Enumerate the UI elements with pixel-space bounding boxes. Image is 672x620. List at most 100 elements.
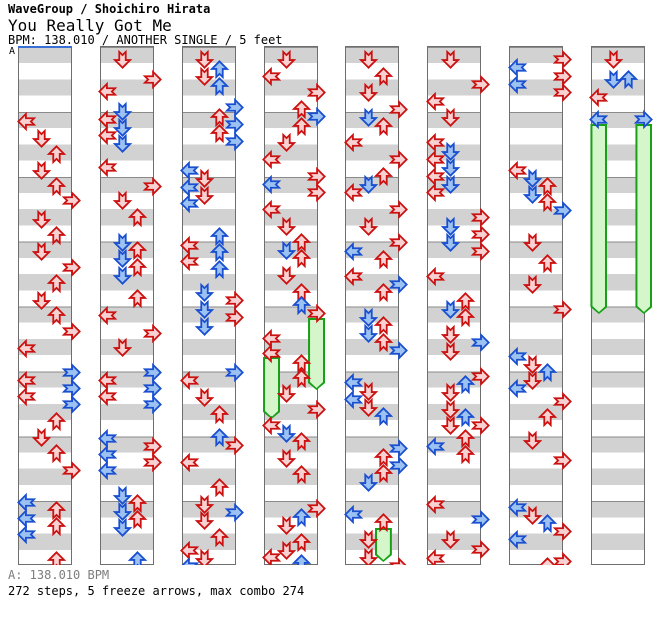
- arrow-up-icon: [209, 242, 230, 262]
- arrow-right-icon: [306, 106, 326, 126]
- arrow-down-icon: [113, 337, 133, 357]
- arrow-down-icon: [276, 540, 297, 560]
- chart-column-3: [172, 46, 247, 565]
- arrow-left-icon: [589, 109, 609, 129]
- arrow-left-icon: [425, 166, 446, 186]
- arrow-right-icon: [470, 207, 490, 227]
- arrow-down-icon: [522, 274, 542, 294]
- arrow-right-icon: [143, 452, 163, 472]
- arrow-left-icon: [262, 328, 282, 348]
- arrow-up-icon: [209, 123, 230, 143]
- chart-column-2: [90, 46, 165, 565]
- arrow-left-icon: [180, 452, 200, 472]
- arrow-up-icon: [46, 144, 66, 164]
- arrow-down-icon: [440, 341, 461, 361]
- arrow-right-icon: [634, 109, 654, 129]
- arrow-right-icon: [143, 378, 163, 398]
- arrow-right-icon: [143, 69, 163, 89]
- arrow-up-icon: [538, 556, 556, 565]
- arrow-left-icon: [16, 111, 36, 131]
- freeze-bar: [308, 318, 325, 390]
- freeze-bar-body: [310, 320, 323, 388]
- arrow-up-icon: [46, 273, 66, 293]
- arrow-down-icon: [194, 316, 215, 336]
- arrow-left-icon: [98, 109, 118, 129]
- arrow-right-icon: [470, 241, 490, 261]
- arrow-up-icon: [46, 176, 66, 196]
- arrow-left-icon: [343, 132, 364, 152]
- arrow-down-icon: [276, 515, 297, 535]
- arrow-down-icon: [440, 299, 461, 319]
- arrow-left-icon: [180, 235, 200, 255]
- arrow-up-icon: [46, 516, 66, 536]
- arrow-left-icon: [507, 529, 527, 549]
- chart-column-7: [499, 46, 574, 565]
- arrow-left-icon: [425, 266, 446, 286]
- arrow-up-icon: [291, 507, 312, 527]
- arrow-right-icon: [306, 82, 326, 102]
- arrow-down-icon: [194, 387, 215, 407]
- footer-bpm-line: A: 138.010 BPM: [8, 568, 110, 582]
- arrow-down-icon: [194, 49, 215, 69]
- arrow-up-icon: [128, 207, 148, 227]
- arrow-down-icon: [522, 232, 542, 252]
- arrow-down-icon: [113, 133, 133, 153]
- arrow-up-icon: [291, 116, 312, 136]
- arrow-right-icon: [388, 438, 408, 458]
- arrow-left-icon: [180, 193, 200, 213]
- arrow-right-icon: [552, 521, 572, 541]
- arrow-down-icon: [522, 184, 542, 204]
- arrow-right-icon: [61, 362, 81, 382]
- arrow-up-icon: [46, 225, 66, 245]
- arrow-left-icon: [343, 241, 364, 261]
- arrow-up-icon: [128, 493, 148, 513]
- arrow-down-icon: [358, 49, 379, 69]
- arrow-left-icon: [425, 548, 446, 565]
- bpm-difficulty-line: BPM: 138.010 / ANOTHER SINGLE / 5 feet: [8, 33, 283, 47]
- arrow-right-icon: [470, 332, 490, 352]
- arrow-right-icon: [61, 190, 81, 210]
- arrow-down-icon: [276, 423, 297, 443]
- arrow-left-icon: [425, 436, 446, 456]
- arrow-left-icon: [180, 370, 200, 390]
- arrow-up-icon: [291, 368, 312, 388]
- arrow-right-icon: [552, 391, 572, 411]
- arrow-right-icon: [143, 323, 163, 343]
- arrow-left-icon: [180, 540, 200, 560]
- arrow-right-icon: [224, 114, 245, 134]
- arrow-down-icon: [31, 427, 51, 447]
- arrow-down-icon: [358, 82, 379, 102]
- arrow-left-icon: [507, 57, 527, 77]
- arrow-up-icon: [537, 362, 557, 382]
- arrow-up-icon: [209, 226, 230, 246]
- arrow-up-icon: [291, 99, 312, 119]
- arrow-right-icon: [552, 200, 572, 220]
- arrow-down-icon: [358, 107, 379, 127]
- arrow-up-icon: [373, 447, 394, 467]
- arrow-left-icon: [507, 497, 527, 517]
- arrow-right-icon: [470, 366, 490, 386]
- arrow-left-icon: [425, 91, 446, 111]
- arrow-right-icon: [224, 362, 245, 382]
- arrow-left-icon: [262, 149, 282, 169]
- arrow-up-icon: [373, 406, 394, 426]
- arrow-right-icon: [306, 166, 326, 186]
- arrow-down-icon: [194, 510, 215, 530]
- arrow-left-icon: [98, 386, 118, 406]
- arrow-right-icon: [388, 274, 408, 294]
- arrow-down-icon: [358, 216, 379, 236]
- arrow-up-icon: [46, 443, 66, 463]
- arrow-up-icon: [455, 407, 476, 427]
- freeze-bar: [590, 124, 607, 314]
- arrow-left-icon: [180, 160, 200, 180]
- arrow-down-icon: [276, 265, 297, 285]
- arrow-up-icon: [291, 464, 312, 484]
- freeze-bar-body: [377, 530, 390, 560]
- arrow-right-icon: [224, 435, 245, 455]
- arrow-down-icon: [440, 157, 461, 177]
- arrow-right-icon: [388, 340, 408, 360]
- arrow-left-icon: [589, 87, 609, 107]
- arrow-up-icon: [455, 374, 476, 394]
- arrow-up-icon: [455, 444, 476, 464]
- arrow-down-icon: [113, 248, 133, 268]
